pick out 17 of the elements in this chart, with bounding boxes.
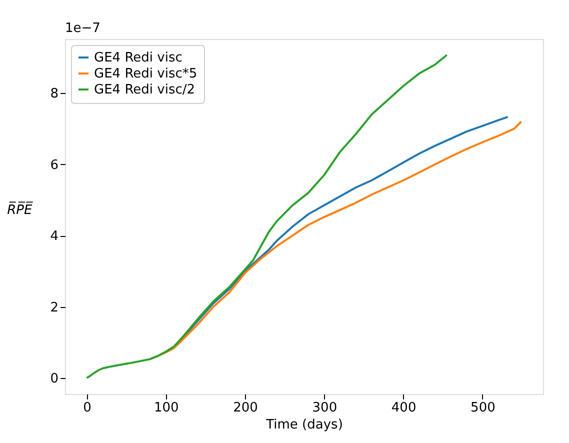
- y-tick-label: 4: [50, 229, 58, 244]
- y-tick-label: 2: [50, 300, 58, 316]
- x-tick-label: 400: [391, 400, 416, 416]
- x-tick-label: 500: [470, 400, 496, 416]
- x-tick-label: 100: [154, 400, 179, 416]
- y-axis-title: R̅P̅E̅: [7, 202, 34, 218]
- x-axis-title: Time (days): [265, 418, 343, 432]
- y-tick-label: 6: [50, 158, 58, 173]
- y-tick-label: 0: [50, 371, 58, 386]
- x-tick-label: 300: [312, 400, 338, 416]
- x-tick-label: 200: [233, 400, 258, 416]
- y-tick-label: 8: [50, 86, 58, 102]
- legend-label: GE4 Redi visc*5: [94, 66, 198, 82]
- legend-label: GE4 Redi visc: [94, 50, 182, 66]
- legend-label: GE4 Redi visc/2: [94, 82, 196, 98]
- text: 1e−7: [65, 21, 100, 36]
- x-tick-label: 0: [83, 400, 92, 416]
